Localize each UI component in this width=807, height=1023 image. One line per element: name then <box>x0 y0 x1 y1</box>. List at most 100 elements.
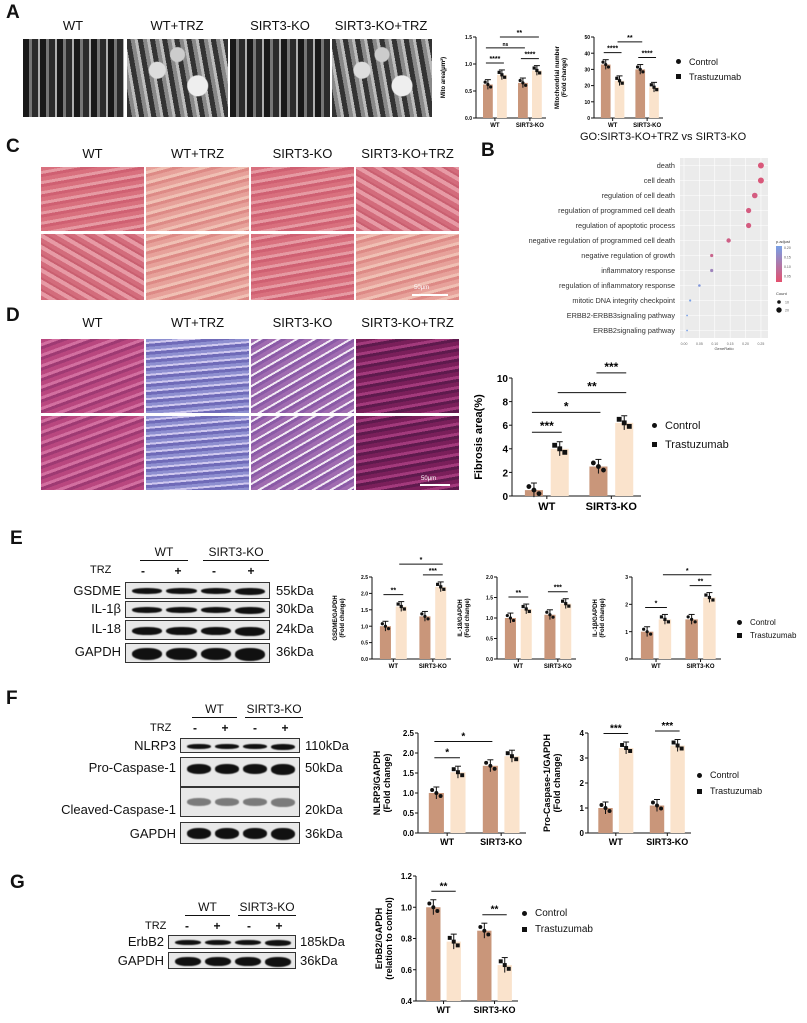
data-point <box>430 788 435 792</box>
band <box>215 828 239 839</box>
legend-a: Control Trastuzumab <box>676 54 741 84</box>
band <box>205 940 231 945</box>
data-point <box>486 932 491 937</box>
data-point <box>420 612 424 616</box>
significance-label: **** <box>489 56 500 63</box>
y-axis-label: (Fold change) <box>465 598 471 637</box>
band <box>205 957 231 966</box>
band <box>187 744 211 749</box>
bar-control-wt <box>640 631 654 659</box>
y-tick-label: 0 <box>587 116 590 122</box>
data-point <box>663 617 667 621</box>
band <box>187 798 211 806</box>
go-term-label: inflammatory response <box>601 266 675 275</box>
y-tick-label: 4 <box>580 729 585 738</box>
y-tick-label: 1 <box>580 804 585 813</box>
bar-trastuzumab-sirt3-ko <box>560 603 572 659</box>
y-tick-label: 4 <box>502 445 508 456</box>
blot-label: Pro-Caspase-1 <box>88 760 176 775</box>
band <box>187 764 211 774</box>
data-point <box>617 79 622 83</box>
blot-row <box>125 601 270 618</box>
band <box>271 744 295 750</box>
data-point <box>704 593 708 597</box>
x-tick-label: WT <box>514 664 524 670</box>
data-point <box>626 423 632 429</box>
x-tick-label: WT <box>437 1005 451 1015</box>
data-point <box>652 85 656 89</box>
panel-label-a: A <box>6 2 20 23</box>
go-title: GO:SIRT3-KO+TRZ vs SIRT3-KO <box>580 131 747 143</box>
data-point <box>624 746 629 750</box>
kda-label: 36kDa <box>300 953 338 968</box>
y-axis-label: ErbB2/GAPDH <box>374 908 384 970</box>
data-point <box>439 585 443 589</box>
bar-trastuzumab-sirt3-ko <box>532 70 542 118</box>
em-image-ko-trz <box>331 38 433 118</box>
chart-mito-area: Mito area(μm²)0.00.51.01.5WT SIRT3-KO****… <box>440 30 546 129</box>
data-point <box>431 905 436 910</box>
x-tick-label: SIRT3-KO <box>480 837 522 847</box>
blot-row <box>125 582 270 599</box>
blot-label: NLRP3 <box>134 738 176 753</box>
y-tick-label: 0.0 <box>403 829 415 838</box>
he-image-wt-trz-1 <box>145 166 250 232</box>
chart-il18: IL-18/GAPDH (Fold change) 0.0 0.5 1.0 1.5 2.0 W… <box>458 575 576 670</box>
control-marker-icon <box>652 423 657 428</box>
f-trz-label: TRZ <box>150 722 172 734</box>
x-tick-label: 0.20 <box>742 342 749 346</box>
data-point <box>675 743 680 748</box>
blot-label: IL-18 <box>91 621 121 636</box>
y-tick-label: 6 <box>502 421 508 432</box>
blot-row <box>180 738 300 753</box>
data-point <box>423 614 427 618</box>
go-term-label: cell death <box>644 176 675 185</box>
masson-image-ko-1 <box>250 338 355 414</box>
significance-label: ** <box>440 881 448 892</box>
go-term-label: regulation of programmed cell death <box>558 206 675 215</box>
data-point <box>561 599 565 603</box>
band <box>243 744 267 749</box>
bar-control-wt <box>379 626 391 659</box>
significance-label: ** <box>491 905 499 916</box>
control-marker-icon <box>522 910 527 916</box>
colorbar-tick: 0.20 <box>784 246 791 250</box>
masson-image-wt-trz-1 <box>145 338 250 414</box>
y-tick-label: 0 <box>580 829 585 838</box>
data-point <box>671 740 676 745</box>
y-axis-label: Mitochondrial number <box>555 45 561 109</box>
blot-row <box>168 935 296 949</box>
chart-go-dotplot: 0.00 0.05 0.10 0.15 0.20 0.25 GeneRatio death ce… <box>529 158 791 351</box>
y-tick-label: 0.0 <box>465 116 472 122</box>
significance-label: *** <box>661 721 673 732</box>
y-tick-label: 2 <box>625 602 628 608</box>
f-group-ko: SIRT3-KO <box>245 702 303 718</box>
y-tick-label: 2 <box>580 779 585 788</box>
go-dot <box>757 177 764 184</box>
data-point <box>492 766 497 771</box>
go-dot <box>686 329 688 332</box>
control-marker-icon <box>737 620 742 625</box>
data-point <box>679 746 684 751</box>
significance-label: * <box>461 732 465 743</box>
d-label-wt: WT <box>82 315 103 330</box>
y-tick-label: 20 <box>584 84 590 90</box>
blot-row <box>180 822 300 844</box>
f-lane-2: + <box>221 721 229 735</box>
data-point <box>635 65 640 69</box>
bar-trastuzumab-sirt3-ko <box>615 422 634 496</box>
bar-control-wt <box>600 64 611 118</box>
significance-label: ** <box>698 579 704 586</box>
y-tick-label: 3 <box>625 575 628 581</box>
panel-label-e: E <box>10 528 23 549</box>
legend-trz: Trastuzumab <box>710 786 763 796</box>
data-point <box>434 791 439 795</box>
y-tick-label: 50 <box>584 35 590 41</box>
data-point <box>604 62 608 67</box>
data-point <box>620 743 625 747</box>
x-tick-label: 0.25 <box>758 342 765 346</box>
data-point <box>506 966 511 971</box>
he-image-wt-trz-2 <box>145 233 250 301</box>
data-point <box>686 615 690 619</box>
